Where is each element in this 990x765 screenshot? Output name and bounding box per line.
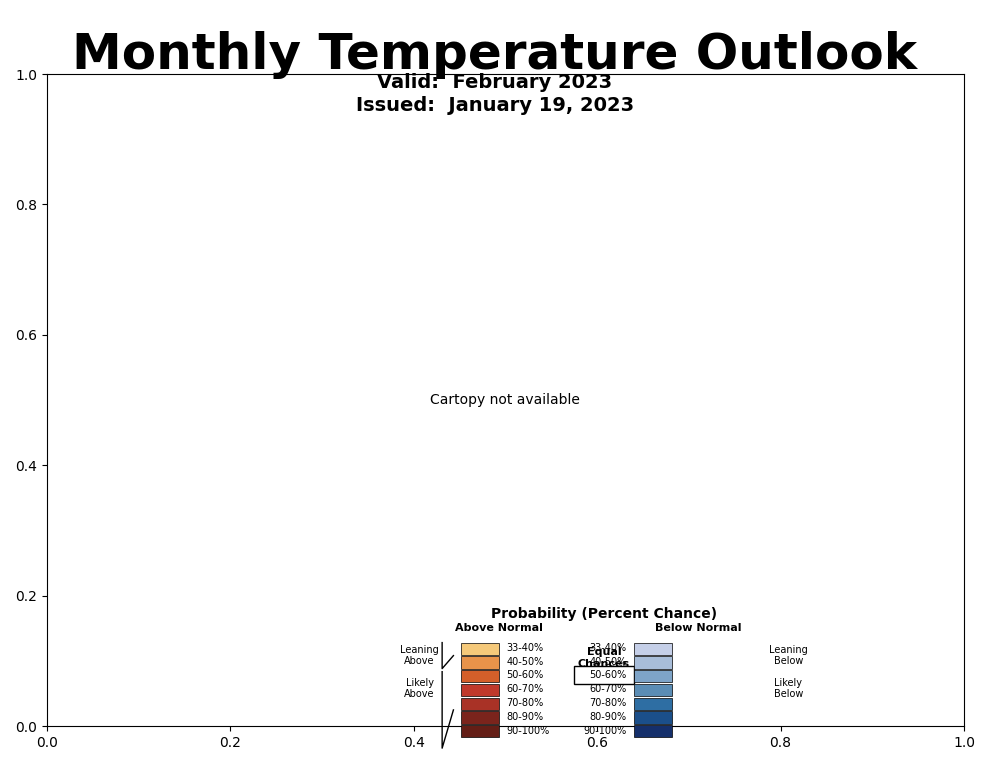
Text: 50-60%: 50-60% (589, 670, 627, 681)
Text: 80-90%: 80-90% (589, 711, 627, 722)
Bar (574, 666, 634, 684)
Text: 90-100%: 90-100% (506, 725, 549, 736)
Text: Issued:  January 19, 2023: Issued: January 19, 2023 (356, 96, 634, 115)
Bar (461, 711, 499, 724)
Text: Equal
Chances: Equal Chances (578, 647, 630, 669)
Text: Monthly Temperature Outlook: Monthly Temperature Outlook (72, 31, 918, 79)
Text: 60-70%: 60-70% (506, 684, 544, 695)
Bar (461, 643, 499, 655)
Text: 70-80%: 70-80% (506, 698, 544, 708)
Text: Cartopy not available: Cartopy not available (431, 393, 580, 407)
Text: Probability (Percent Chance): Probability (Percent Chance) (491, 607, 717, 621)
Bar (634, 670, 671, 682)
Text: 90-100%: 90-100% (583, 725, 627, 736)
Text: 40-50%: 40-50% (506, 656, 544, 667)
Bar (634, 711, 671, 724)
Bar (634, 643, 671, 655)
Bar (634, 698, 671, 710)
Text: 33-40%: 33-40% (589, 643, 627, 653)
Text: 70-80%: 70-80% (589, 698, 627, 708)
Text: Below Normal: Below Normal (654, 623, 742, 633)
Text: 33-40%: 33-40% (506, 643, 544, 653)
Text: Valid:  February 2023: Valid: February 2023 (377, 73, 613, 92)
Bar (634, 725, 671, 737)
Text: 80-90%: 80-90% (506, 711, 544, 722)
Text: Likely
Below: Likely Below (773, 678, 803, 699)
Bar (461, 656, 499, 669)
Bar (461, 684, 499, 696)
Text: Leaning
Above: Leaning Above (400, 645, 439, 666)
Bar (461, 670, 499, 682)
Bar (461, 725, 499, 737)
Text: 50-60%: 50-60% (506, 670, 544, 681)
Bar (634, 656, 671, 669)
Bar (634, 684, 671, 696)
Text: Leaning
Below: Leaning Below (769, 645, 808, 666)
Bar (461, 698, 499, 710)
Text: Likely
Above: Likely Above (404, 678, 435, 699)
Text: Above Normal: Above Normal (454, 623, 543, 633)
Text: 40-50%: 40-50% (589, 656, 627, 667)
Text: 60-70%: 60-70% (589, 684, 627, 695)
